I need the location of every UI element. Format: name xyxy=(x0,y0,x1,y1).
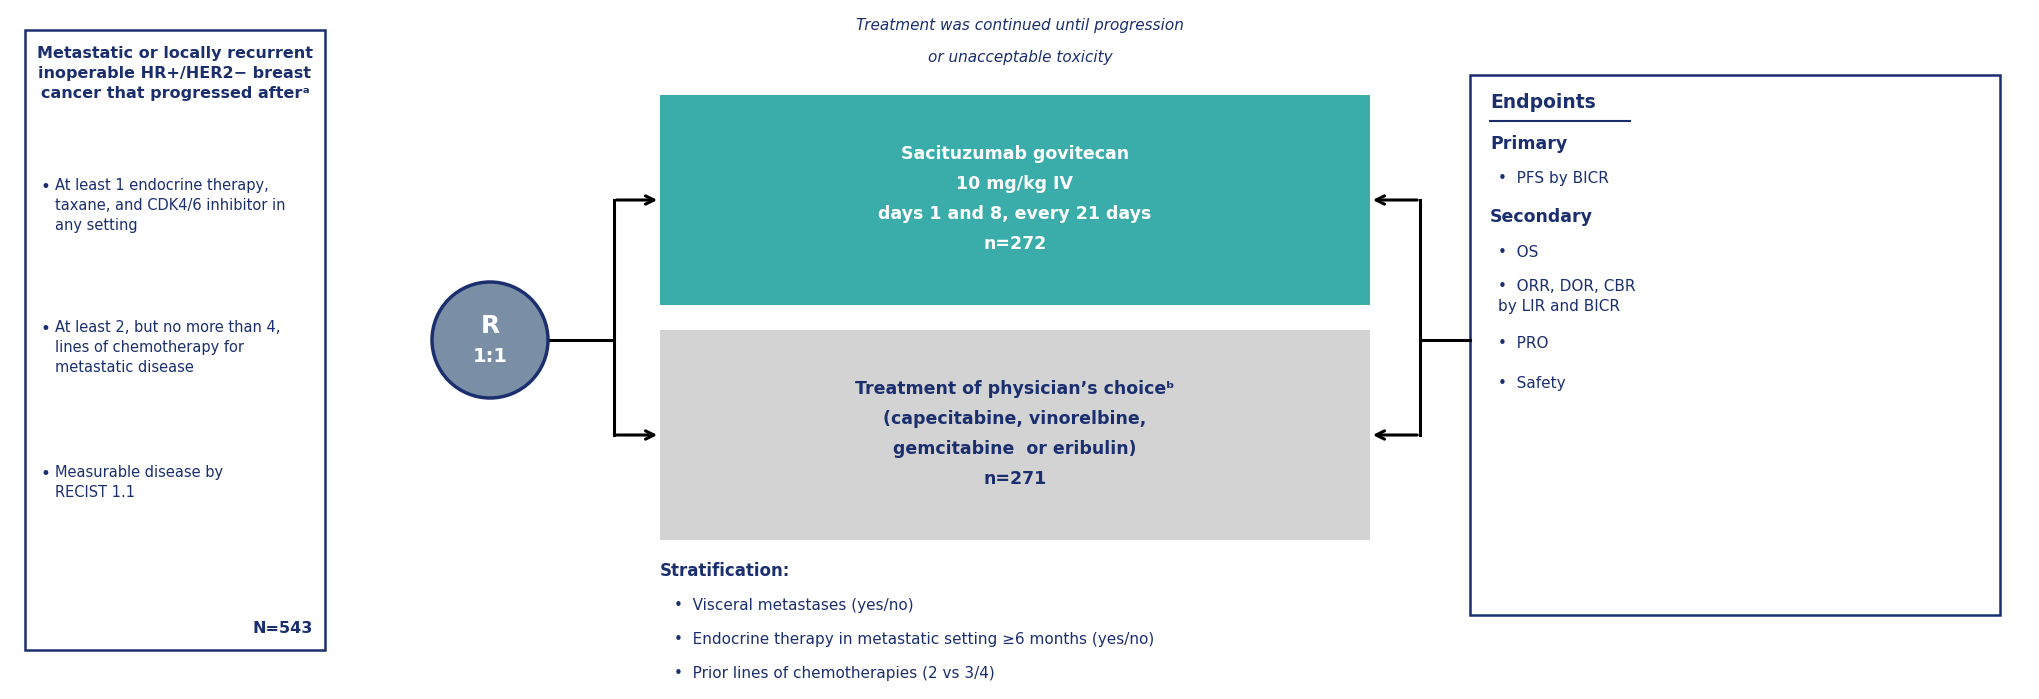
Text: Measurable disease by
RECIST 1.1: Measurable disease by RECIST 1.1 xyxy=(55,465,222,500)
Text: days 1 and 8, every 21 days: days 1 and 8, every 21 days xyxy=(879,205,1152,223)
Text: •  Visceral metastases (yes/no): • Visceral metastases (yes/no) xyxy=(673,598,913,613)
Text: •  OS: • OS xyxy=(1497,245,1537,260)
Text: n=272: n=272 xyxy=(983,235,1046,253)
Text: •  ORR, DOR, CBR
by LIR and BICR: • ORR, DOR, CBR by LIR and BICR xyxy=(1497,279,1635,314)
Text: •: • xyxy=(41,178,51,196)
Text: •  Endocrine therapy in metastatic setting ≥6 months (yes/no): • Endocrine therapy in metastatic settin… xyxy=(673,632,1154,647)
Text: •: • xyxy=(41,320,51,338)
Text: or unacceptable toxicity: or unacceptable toxicity xyxy=(928,50,1111,65)
Text: Stratification:: Stratification: xyxy=(661,562,789,580)
Text: •  Prior lines of chemotherapies (2 vs 3/4): • Prior lines of chemotherapies (2 vs 3/… xyxy=(673,666,995,681)
Text: Sacituzumab govitecan: Sacituzumab govitecan xyxy=(901,145,1128,163)
Text: N=543: N=543 xyxy=(253,621,312,636)
Text: Metastatic or locally recurrent
inoperable HR+/HER2− breast
cancer that progress: Metastatic or locally recurrent inoperab… xyxy=(37,46,312,101)
FancyBboxPatch shape xyxy=(24,30,324,650)
Text: Endpoints: Endpoints xyxy=(1488,93,1594,112)
FancyBboxPatch shape xyxy=(661,95,1370,305)
Text: gemcitabine  or eribulin): gemcitabine or eribulin) xyxy=(893,440,1136,458)
Circle shape xyxy=(432,282,548,398)
Text: At least 1 endocrine therapy,
taxane, and CDK4/6 inhibitor in
any setting: At least 1 endocrine therapy, taxane, an… xyxy=(55,178,285,233)
Text: •  PRO: • PRO xyxy=(1497,336,1548,351)
Text: •: • xyxy=(41,465,51,483)
FancyBboxPatch shape xyxy=(661,330,1370,540)
Text: Treatment of physician’s choiceᵇ: Treatment of physician’s choiceᵇ xyxy=(854,380,1174,398)
Text: Secondary: Secondary xyxy=(1488,208,1592,226)
Text: Treatment was continued until progression: Treatment was continued until progressio… xyxy=(856,18,1183,33)
Text: R: R xyxy=(479,314,500,338)
Text: 1:1: 1:1 xyxy=(473,347,508,366)
Text: •  Safety: • Safety xyxy=(1497,376,1564,391)
FancyBboxPatch shape xyxy=(1470,75,1998,615)
Text: •  PFS by BICR: • PFS by BICR xyxy=(1497,171,1609,186)
Text: Primary: Primary xyxy=(1488,135,1566,153)
Text: 10 mg/kg IV: 10 mg/kg IV xyxy=(956,175,1073,193)
Text: At least 2, but no more than 4,
lines of chemotherapy for
metastatic disease: At least 2, but no more than 4, lines of… xyxy=(55,320,279,375)
Text: n=271: n=271 xyxy=(983,470,1046,488)
Text: (capecitabine, vinorelbine,: (capecitabine, vinorelbine, xyxy=(883,410,1146,428)
